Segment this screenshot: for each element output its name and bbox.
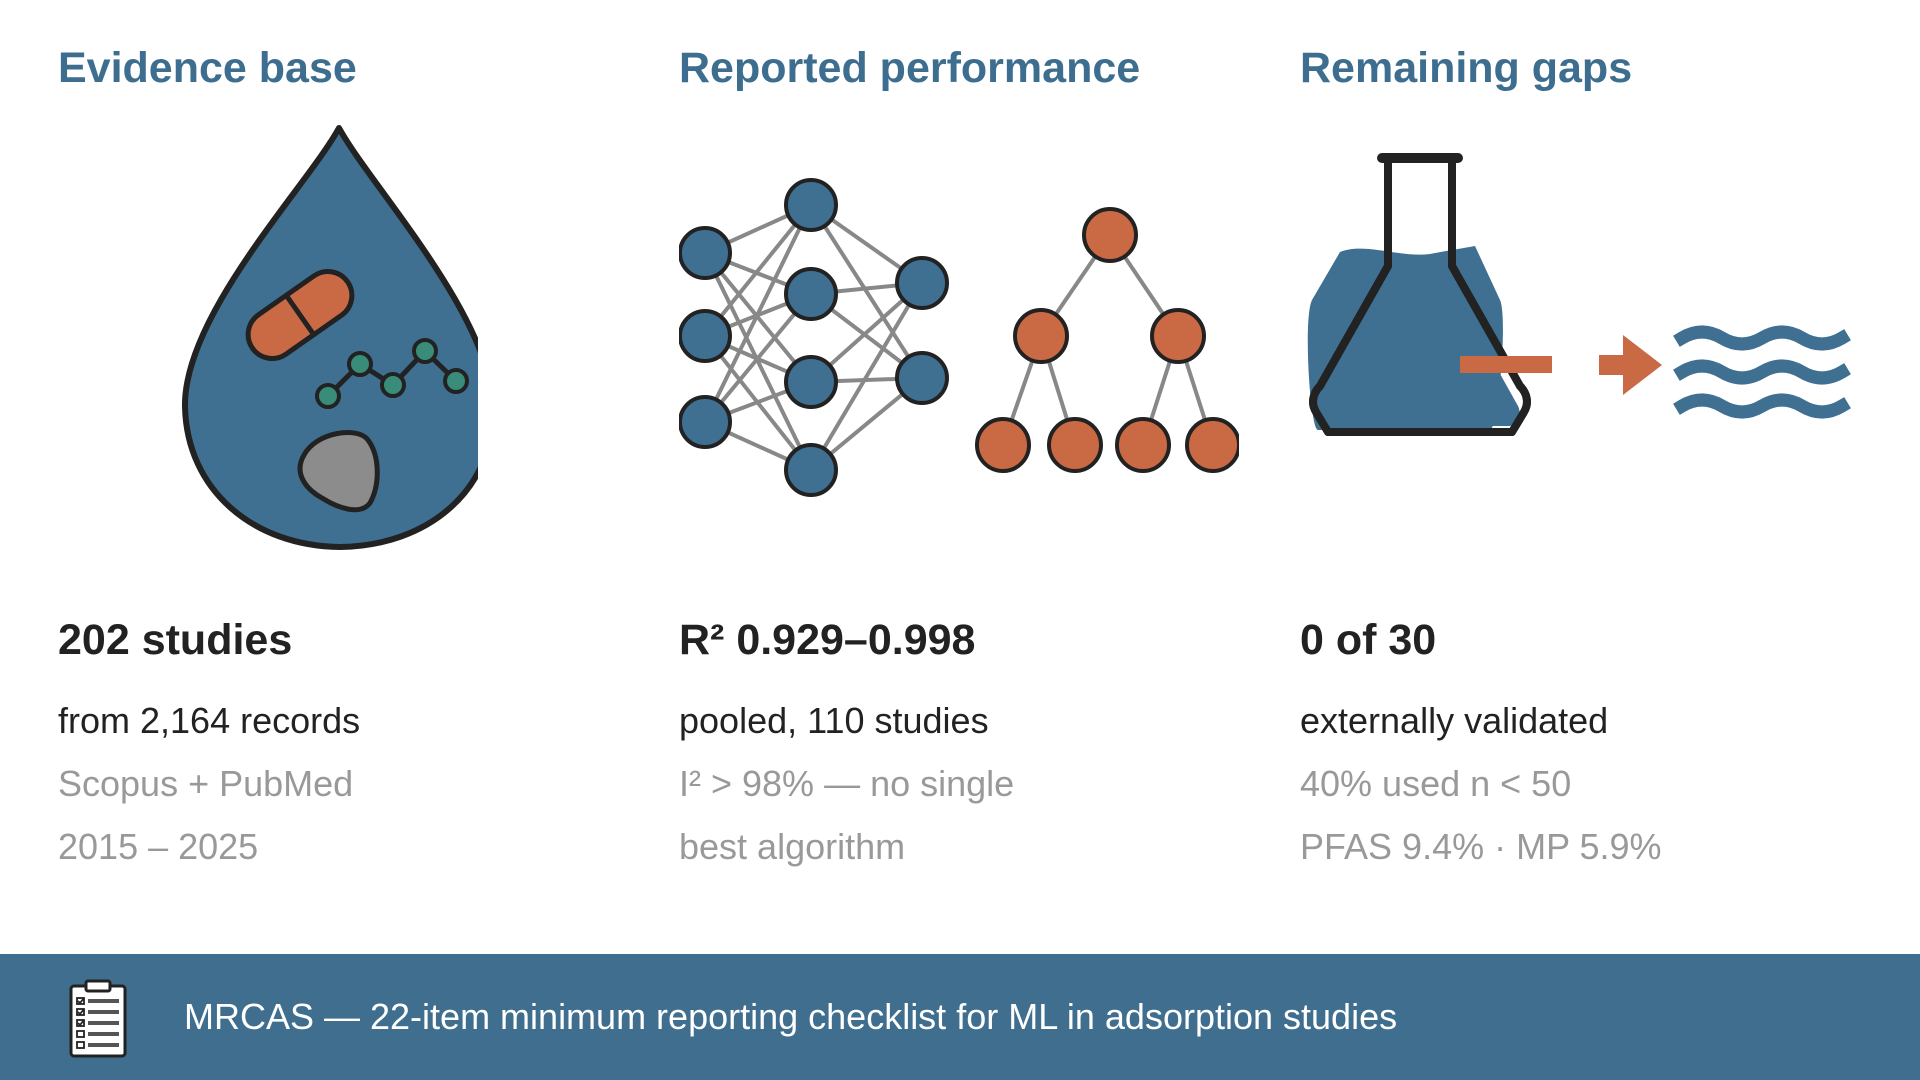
neural-network-and-decision-tree-icon — [679, 178, 1239, 497]
water-waves-icon — [1673, 325, 1851, 419]
water-drop-contaminants-icon — [181, 125, 478, 550]
flask-icon — [1307, 153, 1531, 436]
column-line-2: Scopus + PubMed — [58, 763, 354, 804]
column-line-1: from 2,164 records — [58, 700, 361, 741]
arrow-right-icon — [1599, 335, 1662, 395]
column-remaining-gaps: Remaining gaps 0 of 30 externally valida… — [1300, 0, 1900, 950]
molecule-chain-icon — [315, 338, 469, 409]
clipboard-checklist-icon — [69, 979, 127, 1058]
column-title: Remaining gaps — [1300, 44, 1633, 92]
neural-network-icon — [679, 178, 949, 497]
column-line-3: PFAS 9.4% · MP 5.9% — [1300, 826, 1662, 867]
column-headline: 202 studies — [58, 616, 293, 664]
column-title: Reported performance — [679, 44, 1141, 92]
column-headline: 0 of 30 — [1300, 616, 1437, 664]
column-reported-performance: Reported performance — [679, 0, 1279, 950]
footer-text: MRCAS — 22-item minimum reporting checkl… — [184, 996, 1398, 1037]
decision-tree-icon — [975, 207, 1239, 473]
column-line-2: 40% used n < 50 — [1300, 763, 1572, 804]
flask-to-water-icon — [1307, 153, 1851, 436]
column-title: Evidence base — [58, 44, 357, 92]
column-line-3: best algorithm — [679, 826, 906, 867]
column-evidence-base: Evidence base 202 studies from 2,164 rec… — [58, 0, 658, 950]
column-line-3: 2015 – 2025 — [58, 826, 259, 867]
column-line-1: pooled, 110 studies — [679, 700, 989, 741]
footer-banner: MRCAS — 22-item minimum reporting checkl… — [0, 954, 1920, 1080]
column-headline: R² 0.929–0.998 — [679, 616, 976, 664]
column-line-2: I² > 98% — no single — [679, 763, 1015, 804]
dash-icon — [1460, 356, 1552, 373]
particle-icon — [297, 430, 380, 513]
capsule-icon — [245, 268, 355, 362]
column-line-1: externally validated — [1300, 700, 1609, 741]
